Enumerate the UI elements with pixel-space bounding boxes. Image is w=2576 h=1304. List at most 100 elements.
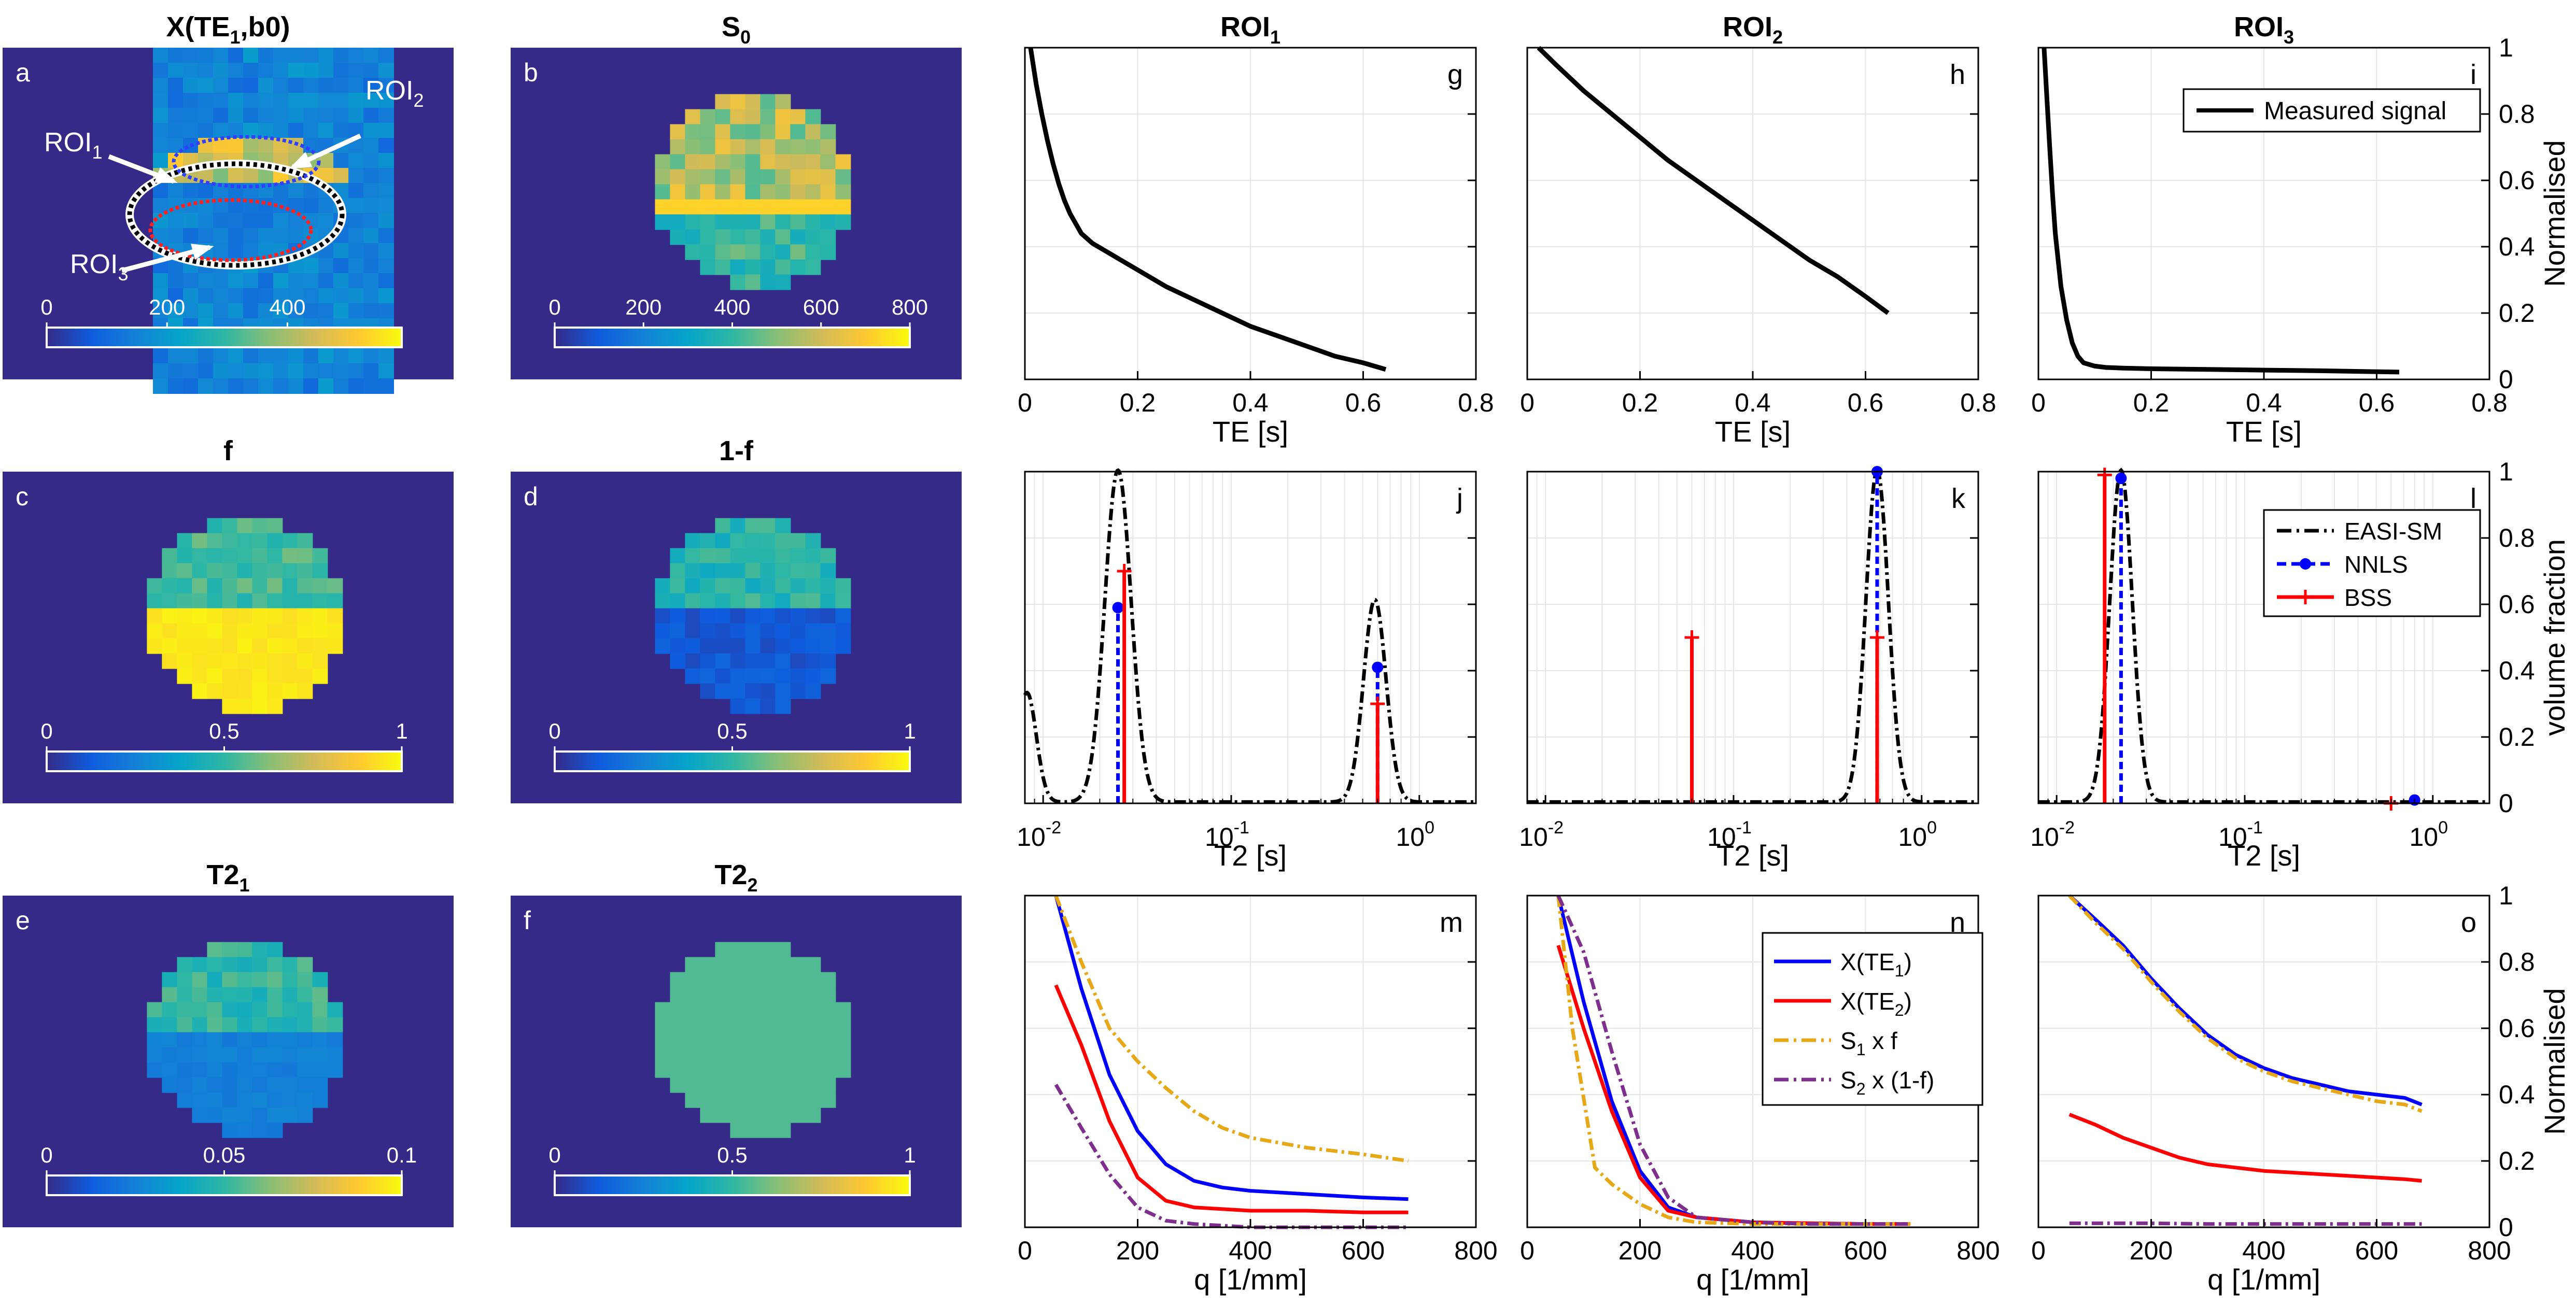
map-pixel bbox=[363, 78, 379, 93]
map-pixel bbox=[243, 303, 259, 319]
map-pixel bbox=[790, 259, 806, 275]
map-pixel bbox=[177, 548, 193, 564]
map-pixel bbox=[222, 683, 238, 699]
x-tick-exp: 0 bbox=[2438, 818, 2448, 838]
roi-arrowhead bbox=[289, 152, 313, 169]
map-pixel bbox=[700, 972, 716, 988]
x-tick-text: 400 bbox=[2242, 1236, 2285, 1265]
legend-label-rest: ) bbox=[1904, 948, 1912, 975]
map-pixel bbox=[760, 668, 776, 684]
map-pixel bbox=[775, 199, 791, 215]
map-pixel bbox=[222, 623, 238, 639]
legend-label-sub: 2 bbox=[1895, 1001, 1904, 1019]
map-pixel bbox=[282, 683, 298, 699]
y-tick-label: 0.4 bbox=[2499, 656, 2535, 685]
map-pixel bbox=[297, 548, 313, 564]
map-pixel bbox=[303, 363, 319, 379]
map-pixel bbox=[775, 608, 791, 624]
map-pixel bbox=[282, 533, 298, 549]
map-pixel bbox=[775, 593, 791, 609]
map-pixel bbox=[775, 184, 791, 200]
map-pixel bbox=[790, 199, 806, 215]
map-pixel bbox=[775, 518, 791, 534]
map-pixel bbox=[378, 363, 394, 379]
map-pixel bbox=[790, 139, 806, 155]
series-group bbox=[2068, 894, 2423, 1226]
map-pixel bbox=[730, 563, 746, 579]
x-tick-text: 0.2 bbox=[2133, 388, 2170, 417]
map-pixel bbox=[670, 214, 686, 230]
series-line bbox=[2069, 1221, 2422, 1226]
x-tick-base: 10 bbox=[1519, 823, 1548, 852]
map-pixel bbox=[348, 273, 364, 289]
map-pixel bbox=[243, 273, 259, 289]
series-group bbox=[1556, 895, 1911, 1226]
map-pixel bbox=[258, 78, 274, 93]
map-title: 1-f bbox=[719, 435, 754, 466]
map-pixel bbox=[168, 123, 184, 138]
map-pixel bbox=[760, 638, 776, 654]
map-pixel bbox=[207, 1047, 223, 1063]
map-pixel bbox=[363, 138, 379, 153]
x-tick-base: 10 bbox=[2030, 823, 2059, 852]
map-pixel bbox=[192, 578, 208, 594]
map-pixel bbox=[700, 139, 716, 155]
map-pixel bbox=[378, 258, 394, 274]
map-pixel bbox=[790, 608, 806, 624]
map-pixel bbox=[333, 108, 349, 123]
map-pixel bbox=[730, 608, 746, 624]
map-pixel bbox=[198, 378, 214, 394]
map-pixel bbox=[805, 638, 821, 654]
map-pixel bbox=[237, 1002, 253, 1018]
y-axis-label: Normalised bbox=[2538, 140, 2571, 287]
x-tick-label: 10-2 bbox=[1017, 818, 1061, 852]
map-pixel bbox=[207, 683, 223, 699]
map-pixel bbox=[243, 228, 259, 244]
map-pixel bbox=[805, 184, 821, 200]
map-pixel bbox=[805, 199, 821, 215]
map-pixel bbox=[700, 593, 716, 609]
map-pixel bbox=[318, 108, 334, 123]
map-pixel bbox=[790, 1107, 806, 1123]
map-pixel bbox=[297, 668, 313, 684]
map-pixel bbox=[258, 288, 274, 304]
x-axis-label-text: T2 [s] bbox=[1716, 839, 1789, 872]
map-pixel bbox=[805, 578, 821, 594]
map-pixel bbox=[228, 213, 244, 229]
map-pixel bbox=[237, 593, 253, 609]
map-pixel bbox=[730, 1017, 746, 1033]
series-line bbox=[1054, 1084, 1409, 1229]
y-tick-label: 0.2 bbox=[2499, 722, 2535, 752]
y-tick-text: 0.6 bbox=[2499, 166, 2535, 195]
map-pixel bbox=[162, 1062, 178, 1078]
y-tick-text: 0.4 bbox=[2499, 656, 2535, 685]
map-pixel bbox=[198, 213, 214, 229]
legend-row-1: Measured signal bbox=[2183, 88, 2481, 133]
map-pixel bbox=[258, 228, 274, 244]
map-title: T21 bbox=[206, 859, 249, 896]
map-pixel bbox=[745, 1107, 761, 1123]
map-pixel bbox=[348, 198, 364, 214]
map-pixel bbox=[775, 578, 791, 594]
map-pixel bbox=[162, 638, 178, 654]
panel-letter: a bbox=[16, 58, 30, 87]
map-pixel bbox=[775, 548, 791, 564]
map-panel-d: 0 0.5 1 d 1-f bbox=[511, 435, 962, 803]
map-pixel bbox=[252, 1062, 268, 1078]
map-pixel bbox=[177, 957, 193, 973]
x-axis-label: T2 [s] bbox=[1716, 839, 1789, 872]
map-pixel bbox=[207, 653, 223, 669]
legend-label-sub: 2 bbox=[1856, 1080, 1866, 1098]
x-tick-text: 0 bbox=[1520, 1236, 1535, 1265]
map-pixel bbox=[685, 987, 701, 1003]
map-pixel bbox=[192, 987, 208, 1003]
map-pixel bbox=[685, 139, 701, 155]
map-pixel bbox=[730, 274, 746, 290]
map-pixel bbox=[213, 303, 229, 319]
map-pixel bbox=[288, 63, 304, 78]
map-pixel bbox=[745, 1002, 761, 1018]
map-pixel bbox=[273, 378, 289, 394]
map-pixel bbox=[790, 957, 806, 973]
map-pixel bbox=[700, 683, 716, 699]
map-pixel bbox=[715, 608, 731, 624]
